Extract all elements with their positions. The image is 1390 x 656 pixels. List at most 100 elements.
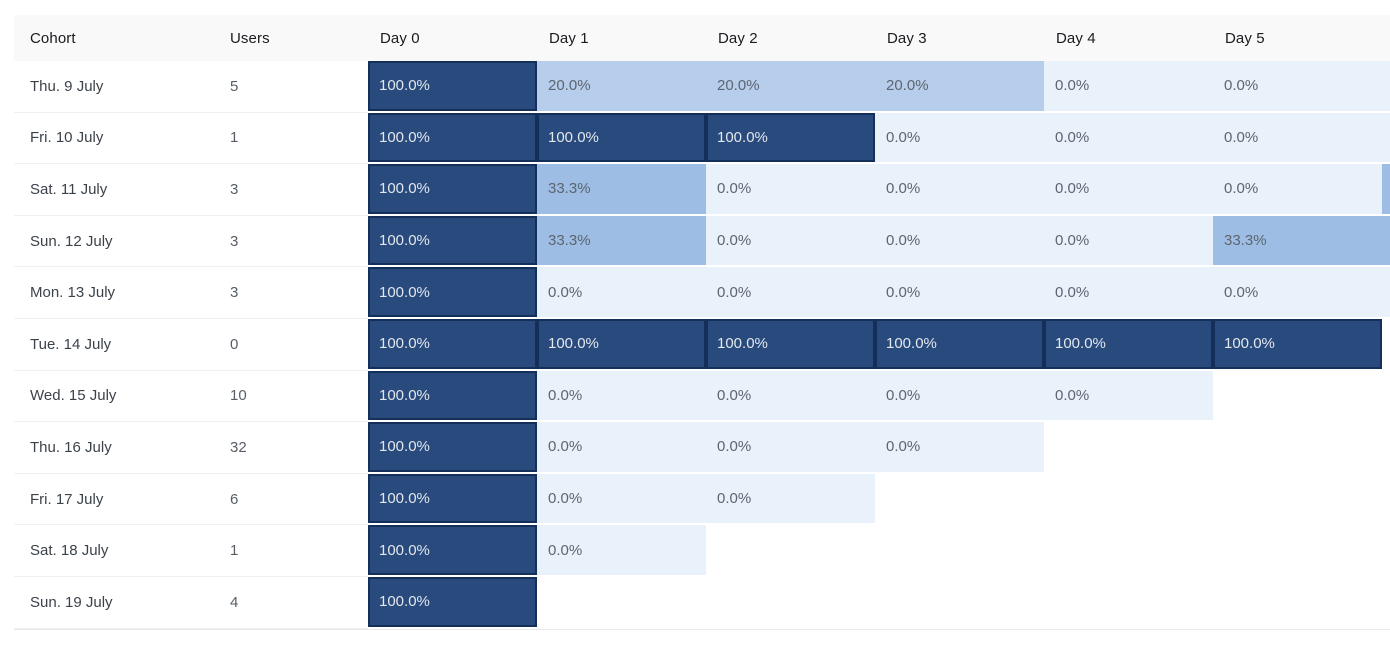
retention-cell[interactable]: 0.0% (1213, 112, 1382, 165)
cohort-label: Sat. 18 July (14, 525, 218, 577)
retention-value: 20.0% (717, 77, 760, 95)
retention-value: 0.0% (886, 386, 921, 404)
retention-cell[interactable]: 0.0% (537, 473, 706, 526)
retention-cell-fill: 0.0% (875, 267, 1044, 317)
clipped-next-column-cell (1382, 267, 1390, 319)
retention-value: 0.0% (548, 541, 583, 559)
retention-cell[interactable]: 0.0% (875, 422, 1044, 474)
retention-cell[interactable]: 0.0% (1044, 215, 1213, 268)
retention-cell[interactable]: 33.3% (537, 164, 706, 216)
retention-value: 0.0% (548, 438, 583, 456)
retention-cell-fill: 0.0% (1044, 61, 1213, 111)
column-header-day-5: Day 5 (1213, 15, 1382, 61)
retention-cell-fill: 0.0% (1213, 164, 1382, 214)
retention-cell[interactable]: 100.0% (706, 112, 875, 165)
column-header-day-1: Day 1 (537, 15, 706, 61)
retention-cell-fill: 0.0% (537, 370, 706, 421)
retention-cell[interactable]: 0.0% (1213, 164, 1382, 216)
retention-cell-fill: 100.0% (706, 112, 875, 163)
retention-value: 0.0% (886, 283, 921, 301)
retention-cell[interactable]: 0.0% (1044, 112, 1213, 165)
cohort-label: Thu. 16 July (14, 422, 218, 474)
retention-value: 100.0% (379, 232, 430, 250)
retention-cell[interactable]: 0.0% (537, 525, 706, 577)
retention-cell[interactable]: 0.0% (1213, 267, 1382, 319)
column-header-day-0: Day 0 (368, 15, 537, 61)
retention-value: 100.0% (379, 283, 430, 301)
retention-cell[interactable]: 0.0% (875, 164, 1044, 216)
retention-cell-fill: 0.0% (706, 267, 875, 317)
retention-value: 0.0% (886, 180, 921, 198)
retention-cell[interactable]: 100.0% (368, 318, 537, 371)
retention-cell[interactable]: 100.0% (875, 318, 1044, 371)
retention-cell[interactable]: 100.0% (368, 164, 537, 216)
retention-cell[interactable]: 0.0% (875, 370, 1044, 423)
retention-value: 100.0% (379, 386, 430, 404)
users-count: 1 (218, 112, 368, 165)
retention-cell[interactable]: 20.0% (537, 61, 706, 113)
retention-cell[interactable]: 0.0% (1044, 164, 1213, 216)
retention-value: 100.0% (717, 335, 768, 353)
retention-value: 0.0% (717, 438, 752, 456)
retention-cell-fill: 100.0% (537, 318, 706, 369)
retention-cell[interactable]: 0.0% (706, 422, 875, 474)
retention-cell[interactable]: 0.0% (537, 422, 706, 474)
clipped-next-column-fill (1382, 164, 1390, 214)
retention-cell[interactable]: 100.0% (537, 112, 706, 165)
retention-cell[interactable]: 0.0% (875, 112, 1044, 165)
retention-cell-fill: 100.0% (1044, 318, 1213, 369)
retention-cell[interactable]: 100.0% (1044, 318, 1213, 371)
retention-value: 100.0% (379, 335, 430, 353)
retention-cell-fill: 100.0% (368, 318, 537, 369)
retention-cell[interactable]: 0.0% (875, 267, 1044, 319)
retention-cell[interactable]: 100.0% (368, 370, 537, 423)
retention-cell (1213, 576, 1382, 629)
column-header-cohort: Cohort (14, 15, 218, 61)
users-count: 3 (218, 215, 368, 268)
retention-cell-fill: 0.0% (1044, 164, 1213, 214)
retention-cell[interactable]: 100.0% (368, 473, 537, 526)
retention-cell[interactable]: 100.0% (368, 422, 537, 474)
retention-cell[interactable]: 100.0% (368, 525, 537, 577)
retention-cell[interactable]: 100.0% (368, 267, 537, 319)
retention-cell[interactable]: 100.0% (368, 576, 537, 629)
retention-cell[interactable]: 100.0% (1213, 318, 1382, 371)
retention-cell[interactable]: 0.0% (706, 215, 875, 268)
retention-cell-fill: 33.3% (537, 164, 706, 214)
retention-cell[interactable]: 20.0% (706, 61, 875, 113)
retention-cell[interactable]: 33.3% (1213, 215, 1382, 268)
clipped-next-column-cell (1382, 422, 1390, 474)
clipped-next-column-fill (1382, 112, 1390, 163)
clipped-next-column-cell (1382, 576, 1390, 629)
retention-cell[interactable]: 100.0% (368, 112, 537, 165)
column-header-clipped (1382, 15, 1390, 61)
retention-cell[interactable]: 33.3% (537, 215, 706, 268)
users-count: 3 (218, 267, 368, 319)
retention-cell[interactable]: 0.0% (537, 370, 706, 423)
retention-cell[interactable]: 0.0% (537, 267, 706, 319)
retention-value: 100.0% (717, 128, 768, 146)
retention-cell[interactable]: 100.0% (368, 61, 537, 113)
retention-cell[interactable]: 0.0% (706, 164, 875, 216)
retention-cell[interactable]: 0.0% (1044, 370, 1213, 423)
retention-cell-fill: 0.0% (1213, 267, 1382, 317)
retention-cell (875, 576, 1044, 629)
retention-cell[interactable]: 0.0% (1044, 61, 1213, 113)
retention-cell[interactable]: 0.0% (1213, 61, 1382, 113)
retention-cell[interactable]: 100.0% (368, 215, 537, 268)
retention-cell[interactable]: 0.0% (706, 473, 875, 526)
retention-cell[interactable]: 0.0% (1044, 267, 1213, 319)
retention-cell[interactable]: 0.0% (875, 215, 1044, 268)
retention-cell[interactable]: 100.0% (706, 318, 875, 371)
retention-cell (1044, 422, 1213, 474)
retention-cell (875, 525, 1044, 577)
retention-cell-fill: 100.0% (368, 164, 537, 214)
retention-cell[interactable]: 20.0% (875, 61, 1044, 113)
users-count: 10 (218, 370, 368, 423)
retention-value: 33.3% (1224, 232, 1267, 250)
retention-cell[interactable]: 100.0% (537, 318, 706, 371)
retention-cell-fill: 0.0% (1213, 61, 1382, 111)
retention-cell[interactable]: 0.0% (706, 267, 875, 319)
retention-cell[interactable]: 0.0% (706, 370, 875, 423)
